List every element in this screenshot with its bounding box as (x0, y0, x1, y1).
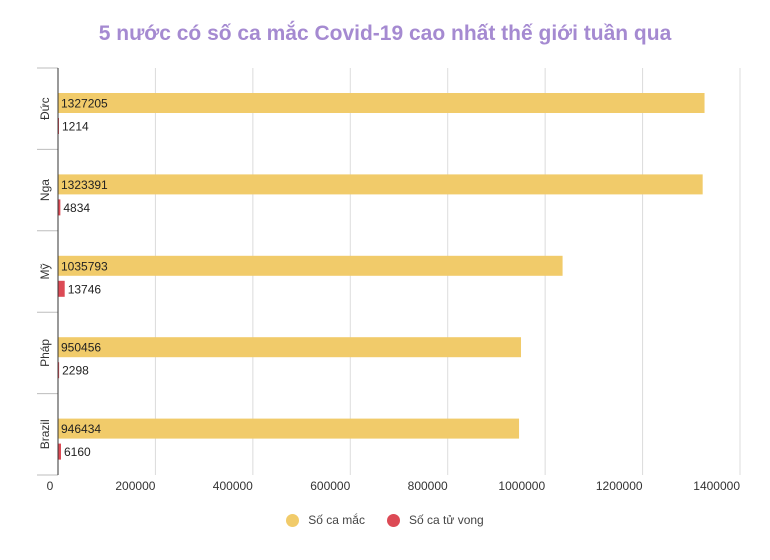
category-label: Pháp (38, 339, 52, 367)
legend: Số ca mắc Số ca tử vong (0, 513, 770, 527)
x-tick-label: 200000 (115, 479, 155, 493)
data-label-cases: 1323391 (61, 178, 108, 192)
category-label: Nga (38, 179, 52, 201)
x-tick-label: 1400000 (693, 479, 740, 493)
data-label-deaths: 2298 (62, 364, 89, 378)
bar-deaths (58, 199, 61, 216)
x-tick-label: 800000 (408, 479, 448, 493)
bar-cases (58, 418, 520, 439)
x-tick-label: 1200000 (596, 479, 643, 493)
bar-deaths (58, 280, 65, 297)
data-label-deaths: 4834 (63, 201, 90, 215)
data-label-cases: 1327205 (61, 97, 108, 111)
data-label-deaths: 6160 (64, 445, 91, 459)
data-label-cases: 950456 (61, 341, 101, 355)
legend-swatch-cases (286, 513, 300, 527)
x-tick-label: 400000 (213, 479, 253, 493)
legend-swatch-deaths (386, 513, 400, 527)
data-label-deaths: 1214 (62, 120, 89, 134)
bar-cases (58, 93, 705, 113)
bar-cases (58, 255, 563, 276)
category-label: Mỹ (38, 264, 52, 280)
bar-deaths (58, 443, 62, 460)
legend-item-deaths[interactable]: Số ca tử vong (386, 513, 484, 527)
category-label: Brazil (38, 419, 52, 449)
legend-label-cases: Số ca mắc (308, 513, 365, 527)
x-tick-label: 600000 (310, 479, 350, 493)
category-label: Đức (38, 97, 52, 120)
data-label-cases: 946434 (61, 422, 101, 436)
bar-deaths (58, 362, 60, 379)
data-label-cases: 1035793 (61, 259, 108, 273)
legend-item-cases[interactable]: Số ca mắc (286, 513, 365, 527)
bar-cases (58, 174, 703, 195)
x-tick-label: 1000000 (498, 479, 545, 493)
legend-label-deaths: Số ca tử vong (408, 513, 484, 527)
x-tick-label: 0 (47, 479, 54, 493)
chart-title: 5 nước có số ca mắc Covid-19 cao nhất th… (98, 22, 672, 45)
data-label-deaths: 13746 (68, 282, 102, 296)
bar-cases (58, 337, 522, 358)
